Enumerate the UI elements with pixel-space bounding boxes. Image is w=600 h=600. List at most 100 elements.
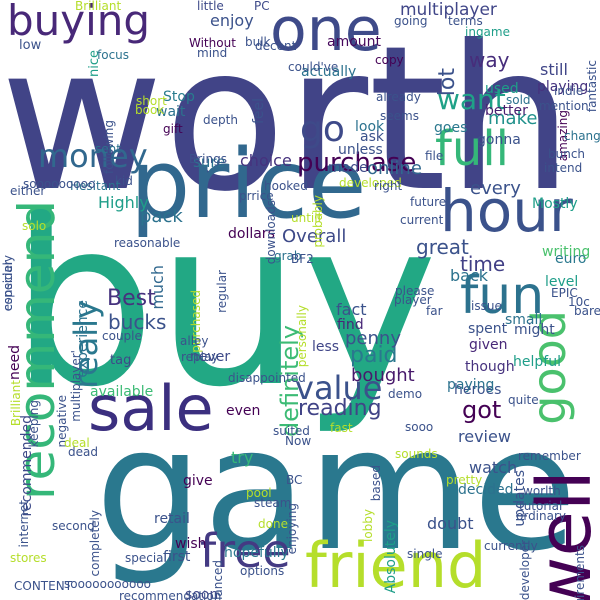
word-sooooooooooo: sooooooooooo	[64, 577, 152, 591]
word-already: already	[376, 90, 421, 104]
word-developed: developed	[339, 176, 402, 190]
word-highly: Highly	[98, 193, 149, 212]
word-choice: choice	[240, 151, 292, 170]
word-pretty: pretty	[446, 473, 483, 487]
word-either: either	[10, 184, 46, 198]
word-going: going	[394, 14, 428, 28]
word-brilliant: Brilliant	[75, 0, 122, 13]
word-try: try	[231, 448, 254, 467]
word-bulk: bulk	[245, 35, 271, 49]
word-paying: paying	[447, 377, 495, 393]
word-without: Without	[189, 36, 236, 50]
word-made: made	[328, 160, 368, 176]
word-actually: actually	[301, 64, 357, 80]
word-great: great	[416, 235, 469, 259]
word-less: less	[312, 339, 340, 355]
word-penny: penny	[345, 328, 401, 349]
word-pool: pool	[246, 486, 272, 500]
word-content: CONTENT	[14, 579, 73, 593]
word-gonna: gonna	[477, 132, 521, 148]
word-review: review	[458, 427, 511, 446]
word-steam: steam	[254, 496, 292, 510]
word-demo: demo	[388, 387, 423, 401]
word-mostly: Mostly	[532, 196, 578, 212]
word-second: second	[52, 519, 95, 533]
word-multiplayer: multiplayer	[400, 0, 497, 20]
word-soon: soon	[185, 587, 219, 600]
word-fast: fast	[330, 421, 353, 435]
word-bf2: BF2	[291, 252, 314, 266]
word-based: based	[369, 465, 383, 502]
word-time: time	[460, 252, 506, 276]
word-find: find	[337, 317, 364, 333]
word-wait: wait	[156, 104, 186, 120]
word-absolutely: Absolutely	[383, 520, 399, 594]
word-watch: watch	[469, 458, 518, 477]
word-quite: quite	[508, 393, 539, 407]
word-buy: buy	[10, 171, 438, 438]
word-brings: Brings	[189, 152, 227, 166]
word-buying: buying	[7, 0, 151, 45]
word-playing: playing	[537, 79, 589, 95]
word-please: please	[395, 284, 435, 298]
word-retail: retail	[154, 511, 190, 527]
word-current: current	[400, 213, 444, 227]
word-10c: 10c	[568, 295, 590, 309]
word-way: way	[469, 48, 510, 72]
word-personally: personally	[295, 305, 309, 368]
word-balanced: balanced	[211, 560, 225, 600]
word-multiplayer2: multiplayer'	[69, 350, 83, 422]
word-little: little	[197, 0, 224, 13]
word-value: value	[295, 369, 383, 407]
word-game: game	[95, 391, 578, 589]
word-dollars: dollars	[228, 226, 275, 242]
word-got: got	[462, 396, 502, 424]
word-solo: solo	[22, 219, 47, 233]
word-now: Now	[285, 434, 312, 448]
word-enjoy: enjoy	[210, 11, 254, 30]
word-go: go	[300, 109, 345, 150]
word-hour: hour	[440, 177, 573, 245]
word-brilliant2: Brilliant	[9, 380, 23, 427]
word-bought: bought	[351, 365, 415, 386]
word-low: low	[19, 38, 42, 53]
word-even: even	[226, 403, 261, 419]
word-euro: euro	[555, 251, 587, 267]
word-look: look	[355, 119, 385, 135]
word-requirements: requirements	[573, 545, 587, 600]
word-tag: tag	[110, 353, 132, 368]
word-friend: friend	[305, 529, 487, 600]
word-copy: copy	[375, 53, 404, 67]
word-fun: fun	[460, 266, 545, 326]
word-might: might	[514, 322, 555, 338]
word-couple: couple	[102, 329, 142, 343]
word-epic: EPIC	[551, 286, 578, 300]
word-stop: Stop	[163, 89, 195, 105]
word-reading: reading	[298, 396, 382, 421]
word-writing: writing	[542, 244, 591, 260]
word-file: file	[425, 149, 444, 163]
word-lobby: lobby	[361, 509, 375, 543]
word-need: need	[7, 345, 23, 380]
word-available: available	[90, 384, 154, 400]
word-deal: deal	[64, 436, 90, 450]
word-completely: completely	[88, 510, 102, 577]
word-future: future	[410, 195, 447, 209]
word-wish: wish	[175, 536, 207, 552]
word-worlth: worlth	[523, 484, 561, 498]
word-dead: dead	[68, 445, 98, 459]
word-recommendation: recommendation	[119, 589, 222, 600]
word-tutorial: tutorial	[519, 499, 563, 513]
word-decided: decided	[458, 482, 514, 498]
word-small: small	[505, 312, 543, 328]
word-level: level	[545, 274, 579, 290]
word-currently: currently	[484, 539, 538, 553]
word-disappointed: disappointed	[228, 371, 306, 385]
word-book: book	[135, 103, 165, 117]
word-intend: intend	[544, 161, 583, 175]
word-untill: untill	[291, 211, 321, 225]
word-hooked: hooked	[264, 179, 308, 193]
word-hesitant: Hesitant	[70, 179, 121, 193]
word-depth: depth	[203, 113, 238, 127]
